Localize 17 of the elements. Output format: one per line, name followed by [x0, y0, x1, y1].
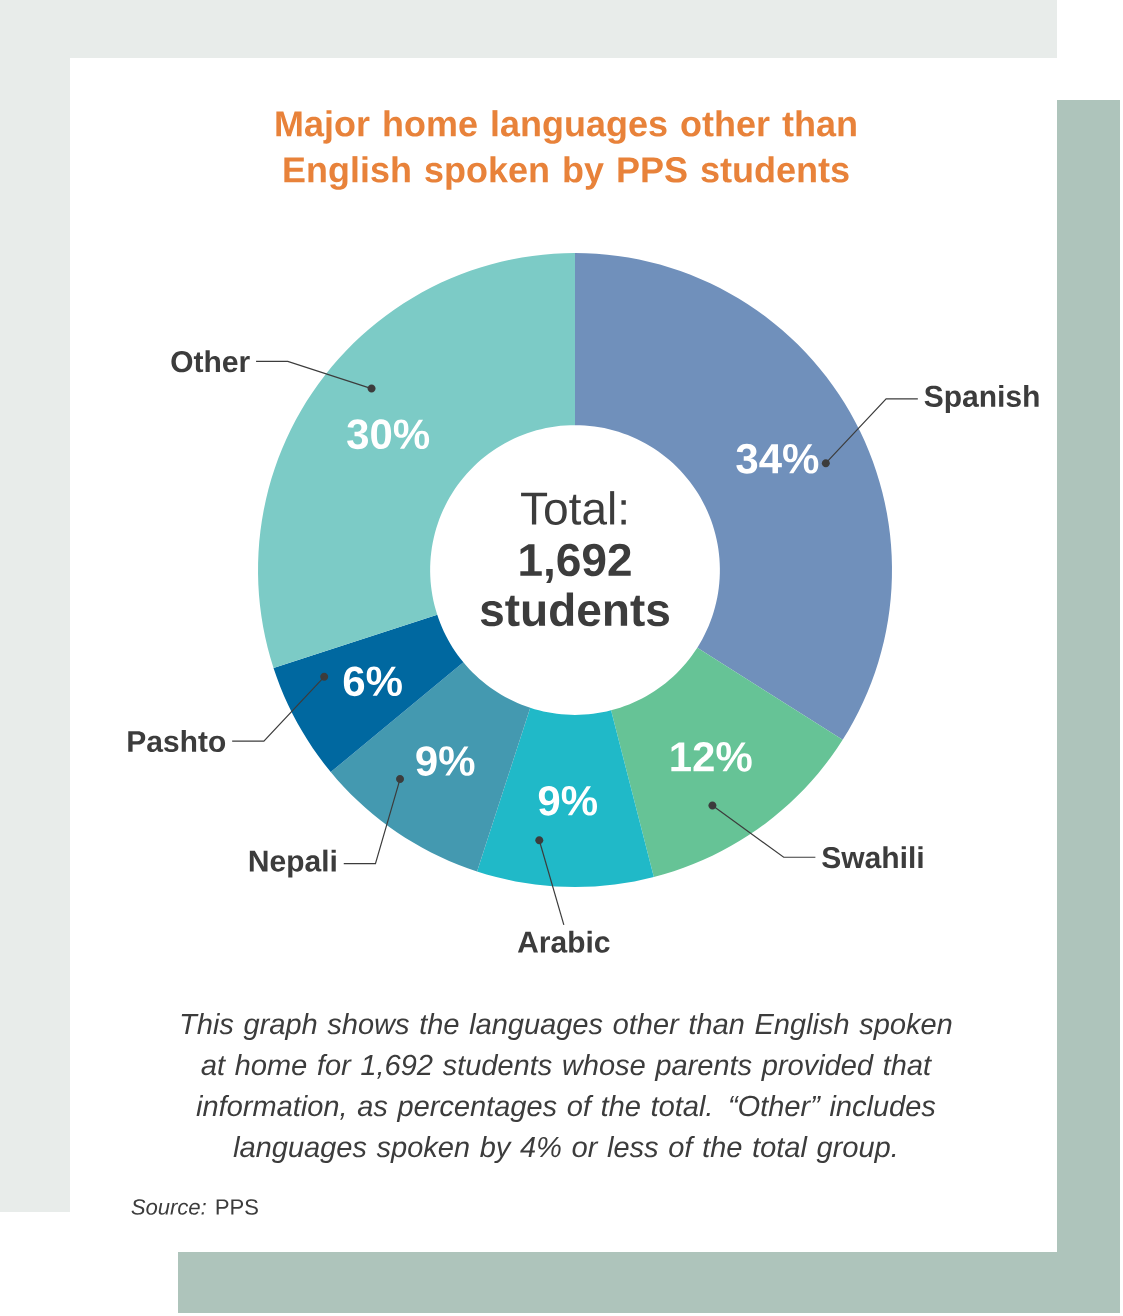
slice-label: Pashto — [128, 730, 226, 753]
slice-label: Spanish — [924, 384, 1039, 413]
data-label: 9% — [416, 746, 475, 776]
text: 1,692 students — [480, 543, 669, 627]
data-label: 34% — [736, 443, 819, 474]
text: This graph shows the languages other than English spoken at home for 1,692 students whose parents provided that information, as percentages of the total. “Other” includes languages spoken by 4% or less of the total group. — [181, 1012, 952, 1164]
data-label: 12% — [671, 742, 752, 772]
data-label: 6% — [343, 666, 402, 697]
slice-label: Swahili — [822, 846, 923, 869]
data-label: 9% — [538, 785, 597, 816]
chart-title: Major home languages other than English spoken by PPS students — [276, 110, 856, 190]
text: Source: PPS — [131, 1199, 258, 1215]
slice-label: Nepali — [249, 849, 336, 878]
data-label: 30% — [347, 419, 430, 450]
text: Total: — [521, 491, 626, 525]
slice-label: Other — [171, 350, 250, 373]
slice-label: Arabic — [517, 930, 610, 953]
